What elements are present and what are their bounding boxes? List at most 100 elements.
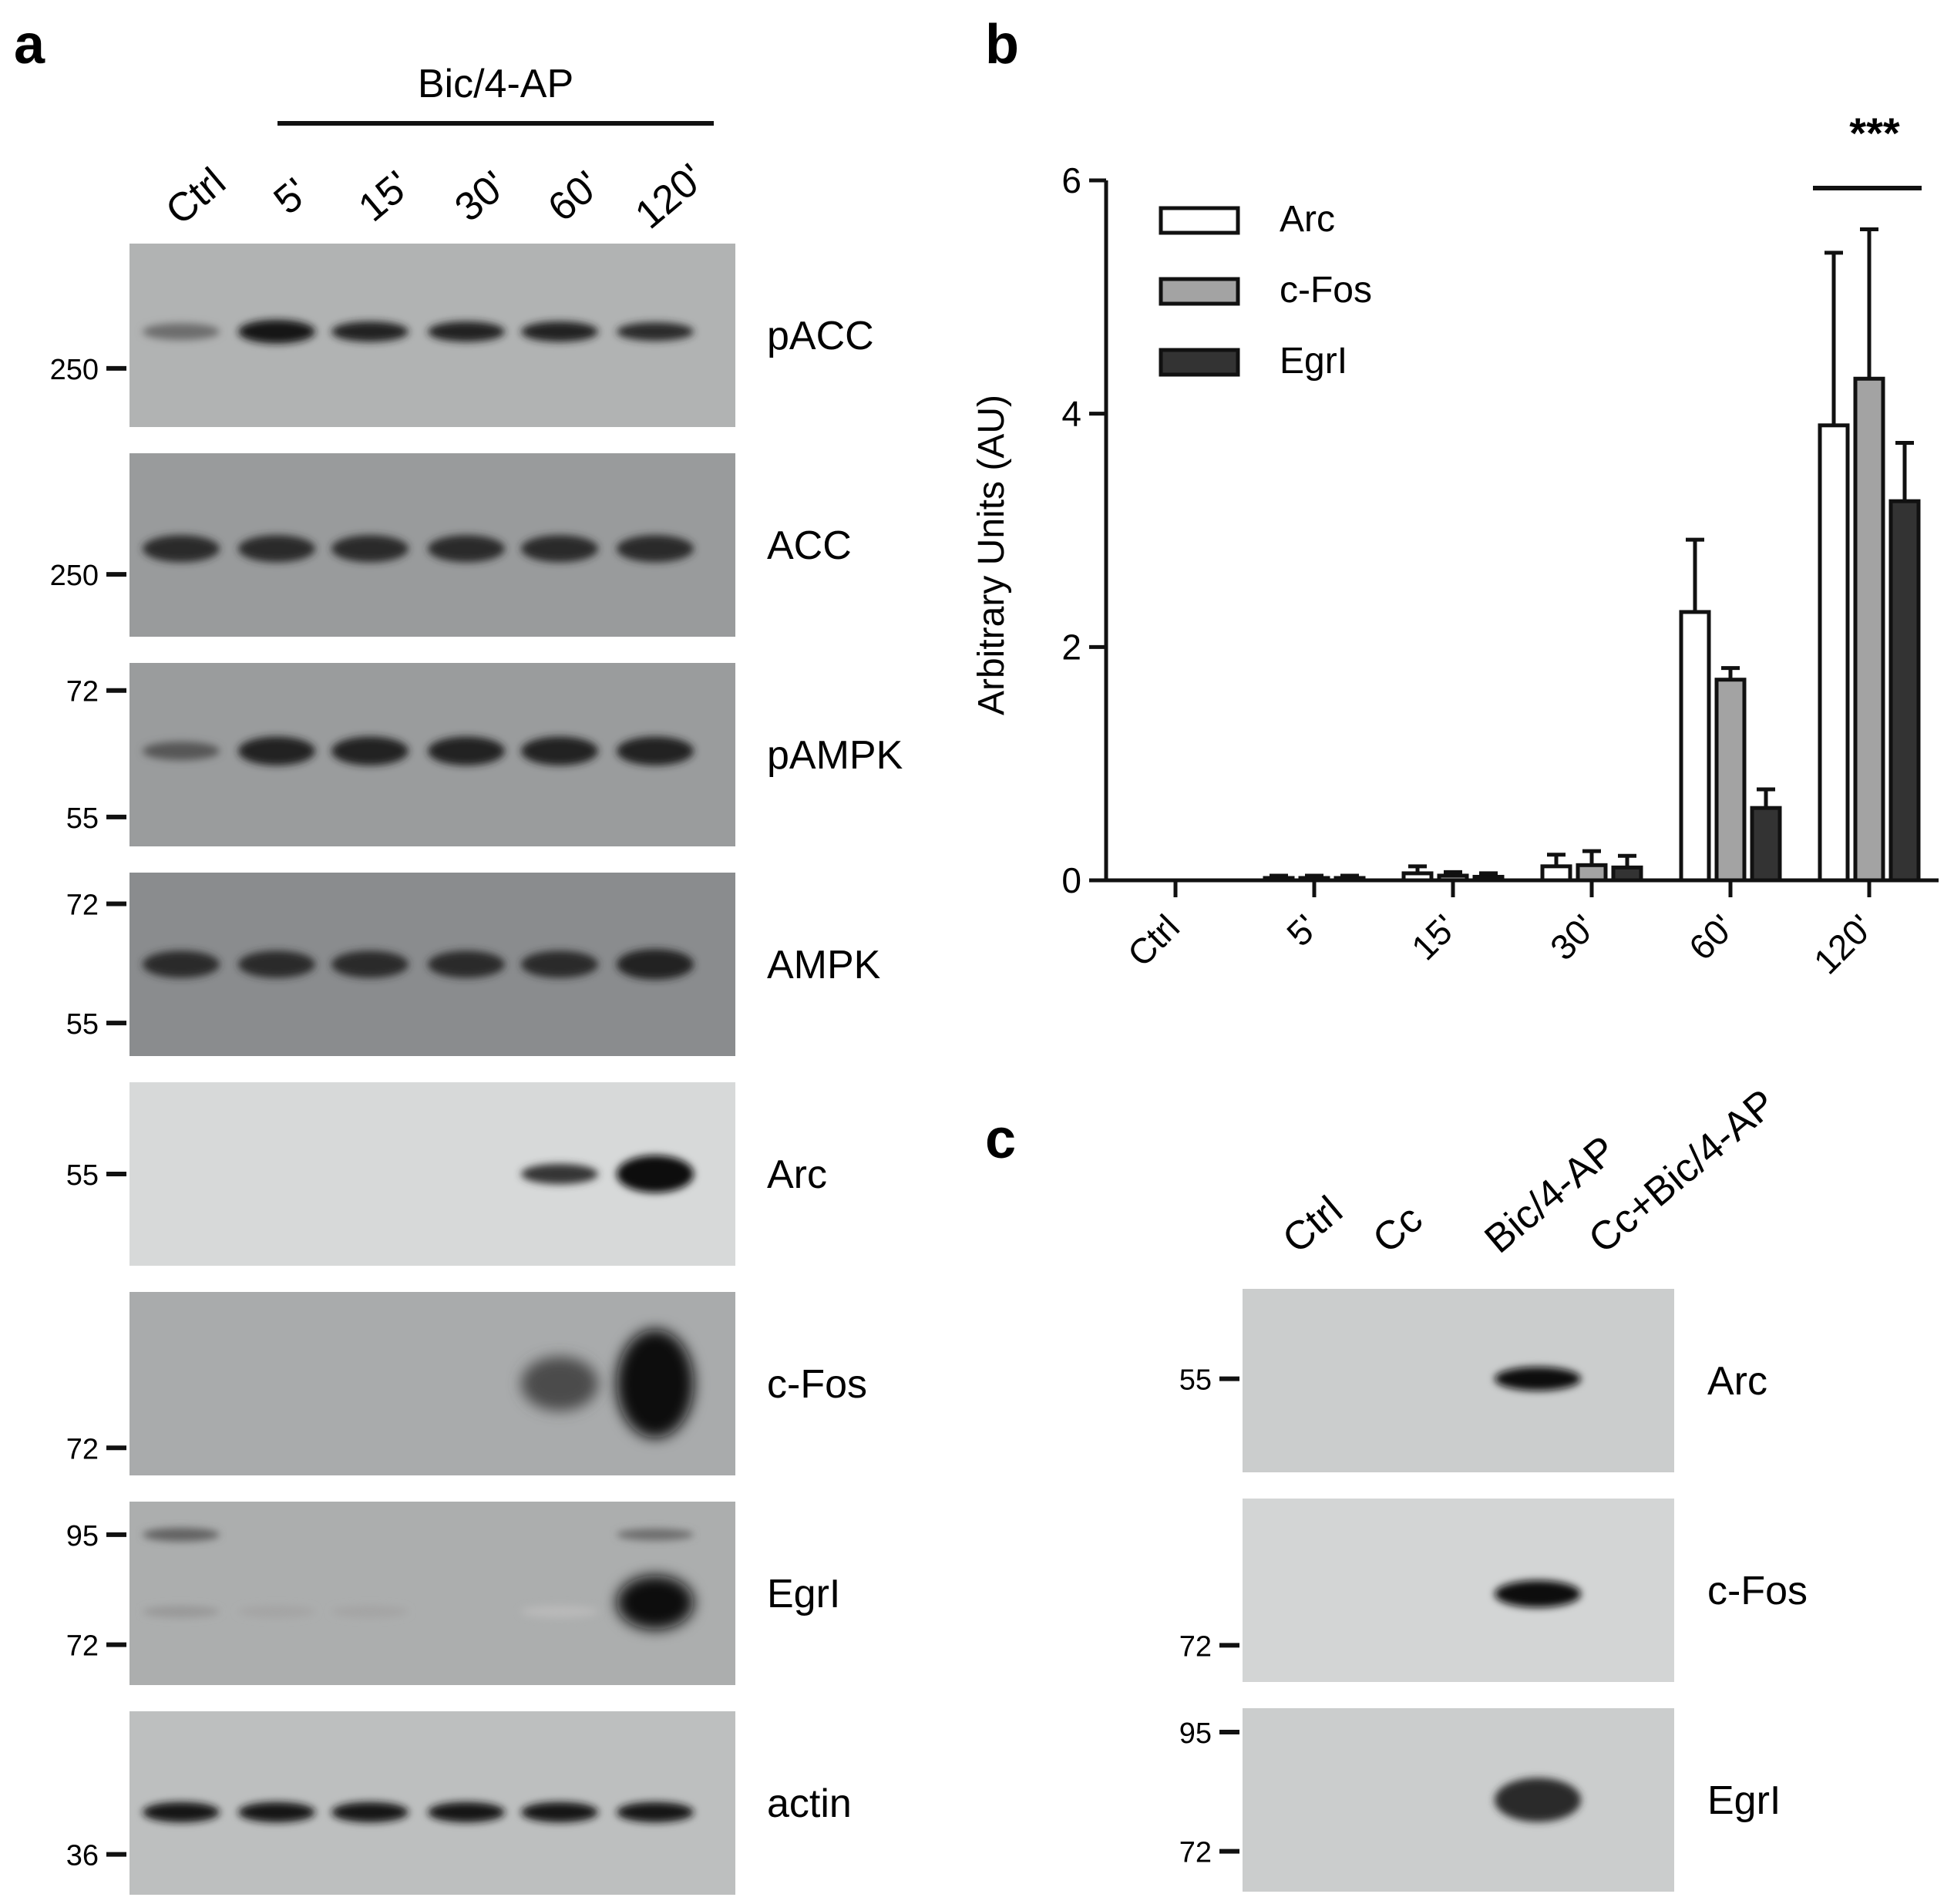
panel-a-band-pampk-lane-1 — [238, 736, 315, 765]
panel-a-blots: pACC 250 ACC 250 pAMPK 72 55 AMPK 72 55 Arc 55 c-Fos… — [50, 244, 903, 1895]
panel-a-band-actin-lane-2 — [331, 1801, 409, 1823]
panel-a-marker-c-fos-72: 72 — [66, 1433, 99, 1465]
panel-b-bar-egri-3 — [1611, 865, 1643, 883]
panel-a-label-arc: Arc — [767, 1152, 827, 1197]
panel-b-x-tick-label-0: Ctrl — [1120, 907, 1187, 974]
panel-a-band-acc-lane-1 — [238, 535, 315, 563]
panel-c-label-c-fos: c-Fos — [1707, 1569, 1808, 1613]
panel-a-marker-acc-250: 250 — [50, 560, 99, 592]
panel-a-band-actin-lane-3 — [428, 1801, 505, 1823]
panel-b-bar-egri-5 — [1888, 499, 1921, 883]
panel-a-marker-egr1-72: 72 — [66, 1630, 99, 1663]
panel-b-y-tick-label-0: 0 — [1061, 860, 1081, 900]
panel-b-legend-label-arc: Arc — [1280, 199, 1335, 240]
panel-a: a Bic/4-AP Ctrl 5' 15' 30' 60' 120' pACC 250 AC… — [14, 14, 903, 1895]
panel-b-bar-arc-1 — [1263, 876, 1295, 883]
panel-c-band-egr1-lane-2 — [1495, 1778, 1581, 1822]
panel-a-lane-label-3: 30' — [446, 163, 515, 230]
panel-b-legend-label-c-fos: c-Fos — [1280, 270, 1372, 311]
panel-a-band-pampk-lane-3 — [428, 736, 505, 765]
panel-a-band-pacc-lane-0 — [143, 323, 220, 341]
panel-a-band-ampk-lane-0 — [143, 950, 220, 978]
panel-b-chart: 0 2 4 6 Ctrl 5' 15' 30' 60' 120' — [1061, 160, 1939, 982]
panel-b-legend-swatch-egri — [1159, 348, 1240, 377]
panel-a-band-ampk-lane-5 — [617, 949, 694, 980]
panel-b-bar-c-fos-3 — [1576, 863, 1608, 883]
panel-a-band-ampk-lane-1 — [238, 950, 315, 978]
panel-c-label-egr1: EgrI — [1707, 1778, 1781, 1823]
panel-a-marker-egr1-95: 95 — [66, 1520, 99, 1552]
panel-a-band-acc-lane-0 — [143, 535, 220, 563]
panel-a-band-pacc-lane-2 — [331, 321, 409, 342]
panel-c-marker-egr1-95: 95 — [1179, 1717, 1212, 1750]
panel-b-x-tick-label-4: 60' — [1681, 907, 1742, 967]
panel-b-x-tick-label-5: 120' — [1806, 907, 1881, 981]
panel-c-lane-label-0: Ctrl — [1274, 1188, 1350, 1262]
panel-b-y-tick-label-4: 4 — [1061, 394, 1081, 434]
panel-b-bar-egri-1 — [1333, 876, 1366, 883]
panel-c-marker-c-fos-72: 72 — [1179, 1630, 1212, 1663]
panel-a-marker-ampk-55: 55 — [66, 1008, 99, 1041]
panel-b-legend: Arc c-Fos EgrI — [1159, 199, 1372, 382]
panel-a-band-egr1-lane-5 — [617, 1575, 694, 1630]
panel-a-band-egr1-lane-2 — [331, 1606, 409, 1618]
panel-b-bar-c-fos-4 — [1714, 678, 1747, 883]
panel-a-band-acc-lane-5 — [617, 535, 694, 563]
panel-b-bar-arc-3 — [1540, 864, 1572, 883]
panel-b-y-tick-label-2: 2 — [1061, 627, 1081, 667]
panel-a-label-ampk: AMPK — [767, 943, 881, 987]
panel-a-band-actin-lane-0 — [143, 1801, 220, 1823]
panel-a-marker-pampk-55: 55 — [66, 802, 99, 835]
panel-b-y-tick-label-6: 6 — [1061, 160, 1081, 200]
panel-c-marker-arc-55: 55 — [1179, 1364, 1212, 1397]
panel-c-lane-label-1: Cc — [1364, 1196, 1431, 1262]
panel-a-lane-label-4: 60' — [540, 163, 608, 230]
panel-b-legend-swatch-c-fos — [1159, 277, 1240, 306]
panel-a-band-c-fos-lane-5 — [617, 1329, 694, 1438]
panel-a-label-acc: ACC — [767, 523, 852, 568]
panel-a-band-egr1-lane-5 — [617, 1529, 694, 1541]
panel-a-label-pacc: pACC — [767, 314, 874, 358]
panel-a-band-arc-lane-4 — [521, 1163, 598, 1185]
panel-a-band-acc-lane-4 — [521, 535, 598, 563]
panel-a-lane-label-1: 5' — [266, 170, 318, 223]
panel-b-letter: b — [985, 14, 1019, 76]
panel-a-blot-actin — [129, 1711, 735, 1895]
panel-c-letter: c — [985, 1108, 1016, 1170]
panel-b-bar-arc-4 — [1679, 610, 1711, 883]
panel-a-marker-ampk-72: 72 — [66, 889, 99, 921]
panel-c-label-arc: Arc — [1707, 1359, 1767, 1404]
panel-a-band-egr1-lane-0 — [143, 1606, 220, 1618]
panel-a-band-ampk-lane-2 — [331, 950, 409, 978]
panel-c-marker-egr1-72: 72 — [1179, 1837, 1212, 1869]
panel-a-label-actin: actin — [767, 1781, 852, 1826]
panel-c-blot-egr1 — [1243, 1708, 1674, 1892]
panel-a-band-pacc-lane-4 — [521, 321, 598, 342]
panel-a-lane-label-5: 120' — [627, 156, 712, 238]
panel-b-legend-label-egri: EgrI — [1280, 341, 1347, 382]
panel-b-bar-c-fos-5 — [1853, 376, 1885, 883]
panel-c-blot-c-fos — [1243, 1499, 1674, 1682]
panel-c-band-arc-lane-2 — [1495, 1367, 1581, 1391]
panel-a-letter: a — [14, 14, 45, 76]
panel-a-band-pampk-lane-2 — [331, 736, 409, 765]
panel-a-band-actin-lane-5 — [617, 1801, 694, 1823]
panel-b-significance-stars: *** — [1849, 109, 1900, 157]
panel-a-band-acc-lane-3 — [428, 535, 505, 563]
panel-a-band-pacc-lane-1 — [238, 319, 315, 344]
panel-a-label-pampk: pAMPK — [767, 733, 903, 778]
panel-a-band-c-fos-lane-4 — [521, 1356, 598, 1411]
panel-a-lane-label-2: 15' — [350, 163, 419, 230]
panel-c-blots: Arc 55 c-Fos 72 EgrI 95 72 — [1179, 1289, 1808, 1892]
panel-b-bar-arc-5 — [1818, 423, 1850, 883]
panel-a-band-egr1-lane-0 — [143, 1528, 220, 1542]
panel-b-legend-swatch-arc — [1159, 206, 1240, 235]
panel-a-label-egr1: EgrI — [767, 1572, 840, 1616]
panel-b-bar-arc-2 — [1401, 871, 1434, 883]
panel-a-band-pampk-lane-4 — [521, 736, 598, 765]
panel-a-band-egr1-lane-4 — [521, 1606, 598, 1618]
panel-b-bar-egri-4 — [1750, 806, 1782, 883]
panel-a-band-ampk-lane-3 — [428, 950, 505, 978]
